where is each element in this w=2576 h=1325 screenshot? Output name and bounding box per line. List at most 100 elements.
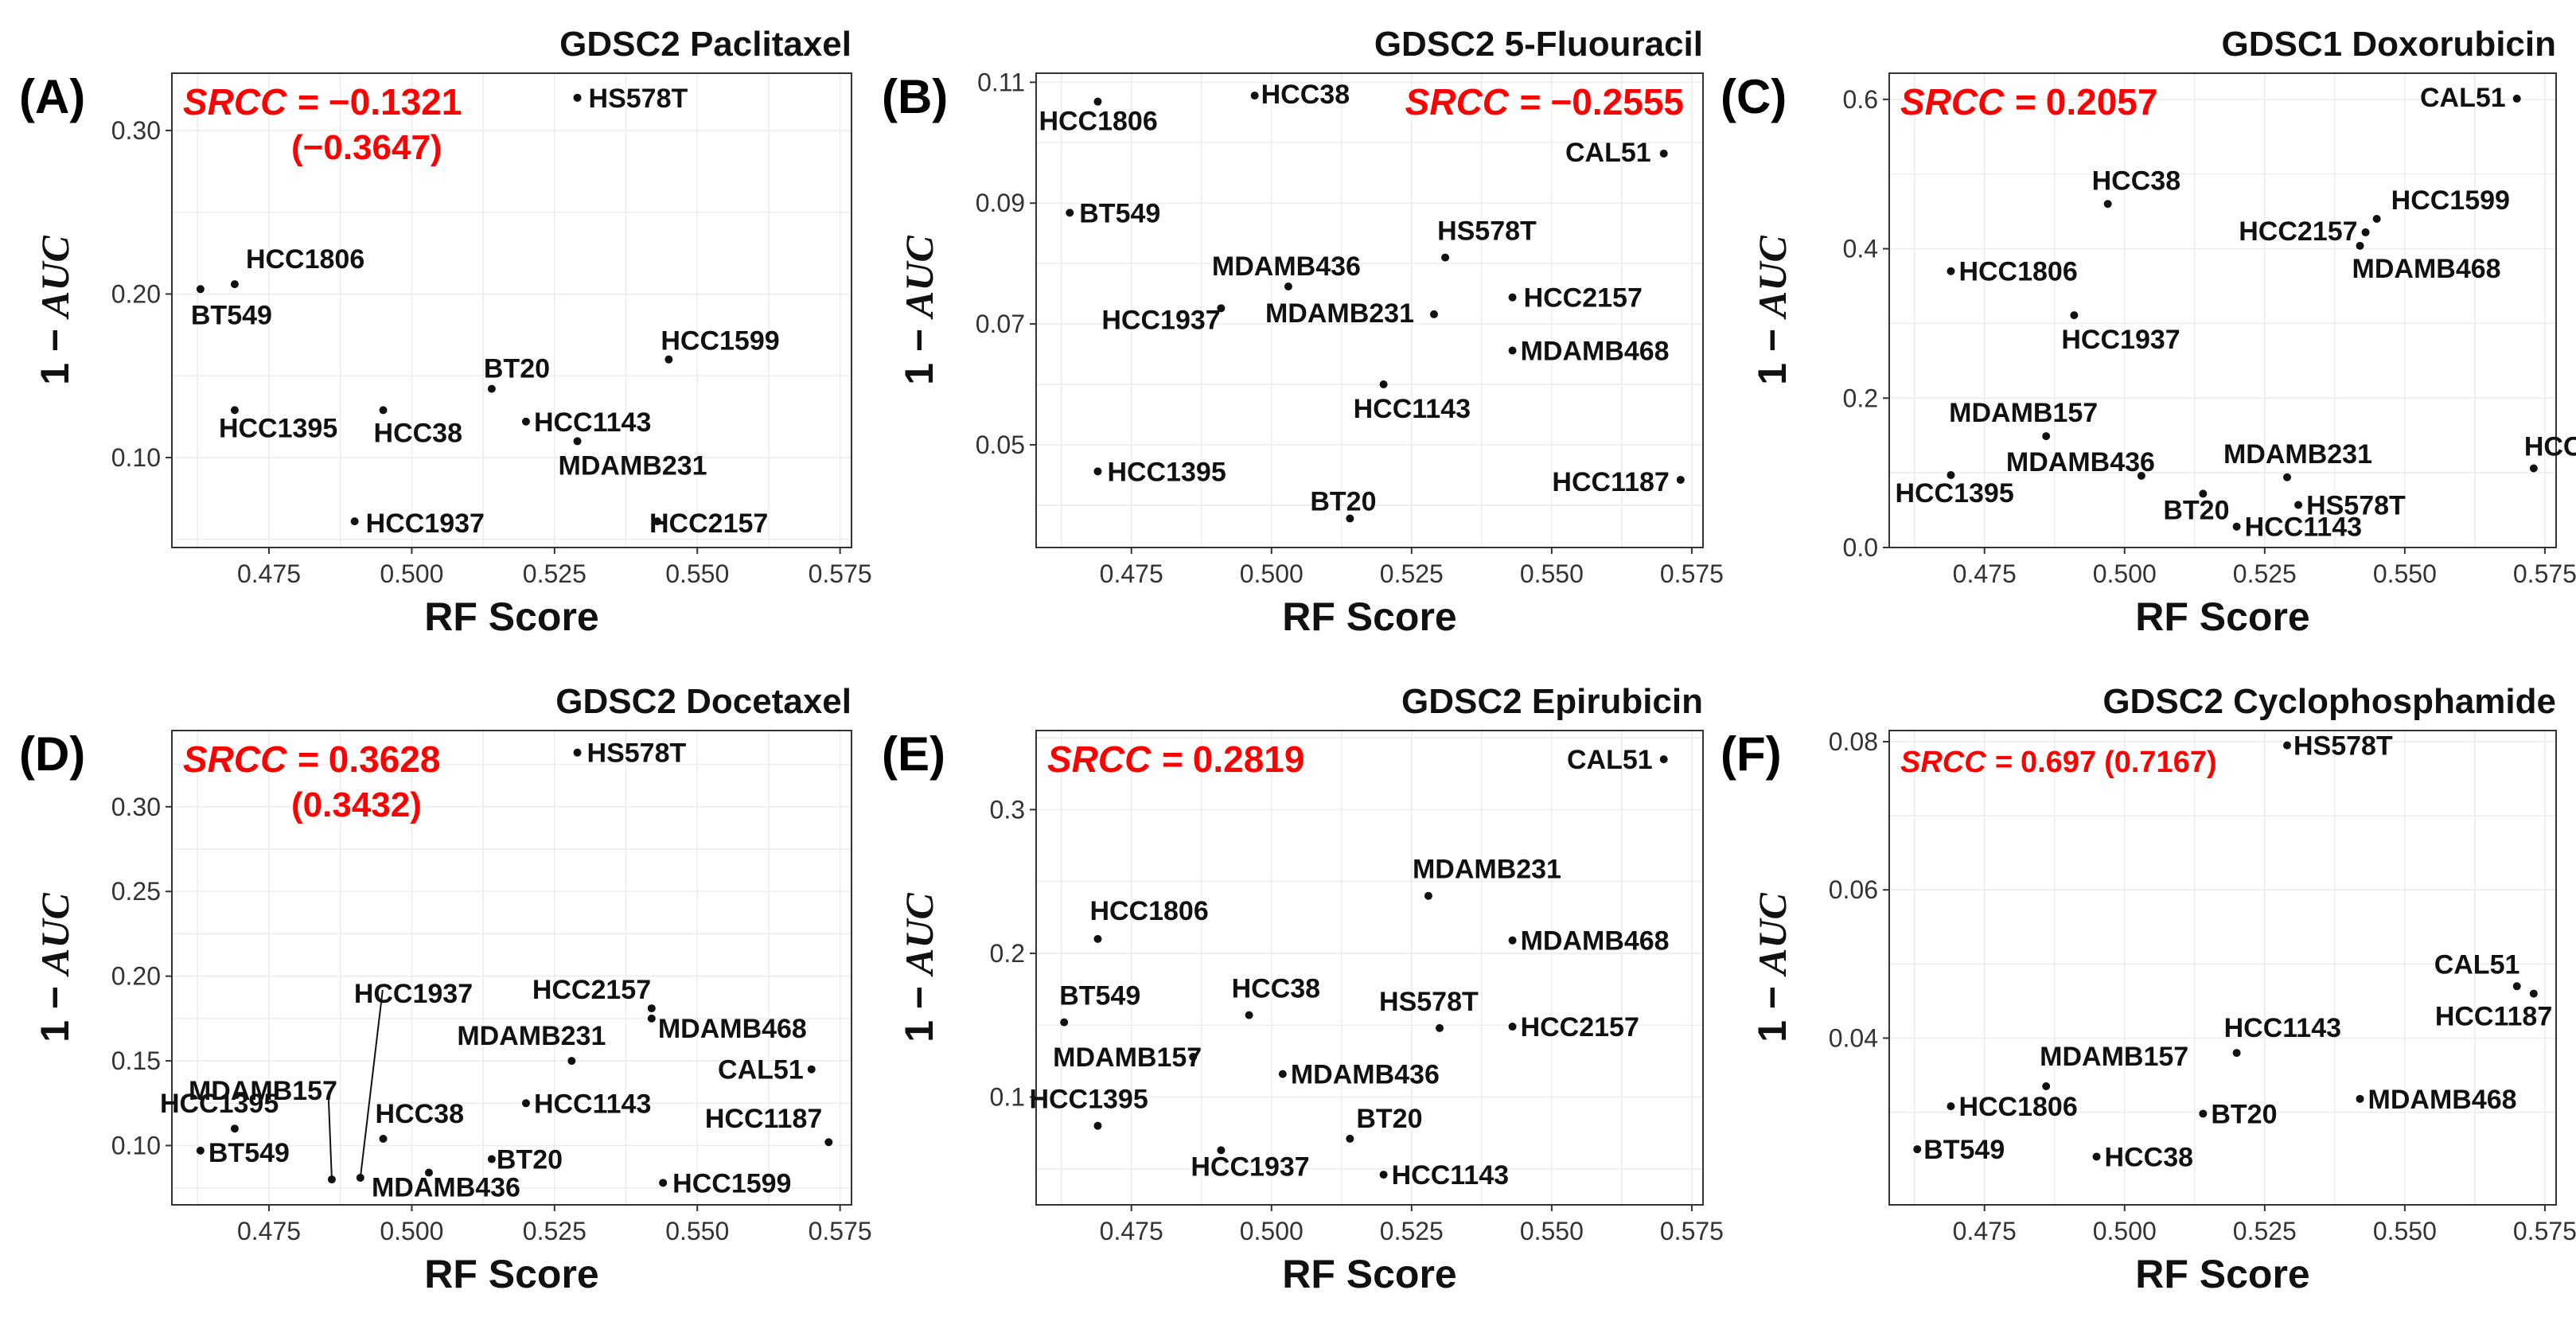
data-point: [824, 1138, 833, 1147]
point-label: BT549: [1059, 981, 1140, 1011]
data-point: [2232, 522, 2241, 531]
point-label: MDAMB436: [1291, 1060, 1440, 1090]
point-label: HCC2157: [1521, 1012, 1639, 1042]
y-axis-label-var: AUC: [897, 893, 941, 977]
y-tick-label: 0.6: [1843, 85, 1878, 114]
y-axis-label-var: AUC: [33, 236, 77, 320]
data-point: [2199, 489, 2208, 498]
srcc-annotation: SRCC = 0.2819: [1047, 738, 1304, 780]
data-point: [647, 1004, 656, 1013]
data-point: [1659, 755, 1668, 764]
data-point: [2282, 473, 2291, 481]
data-point: [2092, 1152, 2101, 1161]
data-point: [807, 1065, 816, 1074]
plot-background: [172, 731, 852, 1205]
x-tick-label: 0.475: [237, 559, 301, 588]
point-label: HCC1143: [1392, 1160, 1509, 1191]
data-point: [230, 280, 239, 289]
y-tick-label: 0.07: [976, 310, 1025, 338]
panel-letter: (D): [19, 727, 85, 781]
y-tick-label: 0.10: [111, 1132, 161, 1160]
y-tick-label: 0.08: [1829, 727, 1878, 756]
point-label: HCC1599: [661, 326, 779, 357]
data-point: [1947, 267, 1955, 275]
x-tick-label: 0.475: [1953, 1217, 2017, 1245]
point-label: HCC1395: [1107, 457, 1226, 487]
point-label: MDAMB231: [1265, 298, 1414, 329]
data-point: [379, 406, 388, 415]
data-point: [1379, 380, 1388, 389]
point-label: HCC1143: [1354, 394, 1471, 424]
data-point: [1441, 253, 1450, 262]
srcc-label: SRCC =: [1405, 81, 1551, 123]
point-label: HCC1143: [2224, 1013, 2341, 1043]
y-tick-label: 0.09: [976, 189, 1025, 217]
data-point: [573, 437, 582, 446]
point-label: MDAMB468: [658, 1014, 807, 1044]
data-point: [2356, 1094, 2364, 1103]
x-tick-label: 0.475: [1953, 559, 2017, 588]
point-label: HCC1187: [2435, 1002, 2552, 1032]
data-point: [1217, 1146, 1226, 1155]
point-label: HCC2157: [649, 509, 768, 539]
point-label: BT549: [1079, 198, 1160, 228]
y-tick-label: 0.20: [111, 279, 161, 308]
point-label: HCC1937: [366, 509, 485, 539]
point-label: BT20: [2163, 495, 2229, 525]
y-tick-label: 0.1: [990, 1083, 1025, 1112]
x-tick-label: 0.500: [1240, 559, 1304, 588]
srcc-label: SRCC =: [1900, 746, 2021, 779]
y-tick-label: 0.15: [111, 1046, 161, 1075]
point-label: HS578T: [2306, 491, 2406, 521]
point-label: HCC1143: [2245, 512, 2362, 543]
panel-letter: (C): [1721, 70, 1787, 123]
x-tick-label: 0.500: [2093, 559, 2157, 588]
data-point: [1379, 1171, 1388, 1179]
srcc-annotation: SRCC = 0.2057: [1900, 81, 2157, 123]
data-point: [1093, 97, 1102, 106]
point-label: HCC1937: [1101, 305, 1220, 335]
data-point: [2529, 989, 2538, 998]
srcc-value: 0.3628: [329, 738, 441, 780]
data-point: [350, 517, 359, 526]
point-label: HCC1937: [354, 979, 473, 1009]
chart-panel: 0.475 0.500 0.525 0.550 0.575 0.04 0.06 0.08 RF …: [1721, 682, 2576, 1296]
srcc-annotation: SRCC = −0.2555: [1405, 81, 1684, 123]
data-point: [1346, 1134, 1354, 1143]
data-point: [521, 417, 530, 426]
point-label: BT20: [497, 1145, 563, 1175]
chart-title: GDSC2 5-Fluouracil: [1374, 25, 1703, 64]
y-axis-label-prefix: 1 −: [1750, 318, 1795, 385]
data-point: [1284, 283, 1292, 291]
data-point: [2356, 241, 2364, 250]
point-label: CAL51: [1565, 138, 1651, 168]
panel-letter: (E): [882, 727, 945, 781]
y-axis-label-prefix: 1 −: [33, 975, 77, 1042]
point-label: BT20: [2211, 1099, 2277, 1129]
x-tick-label: 0.550: [2373, 1217, 2437, 1245]
x-tick-label: 0.500: [380, 1217, 443, 1245]
srcc-value: −0.2555: [1550, 81, 1684, 123]
data-point: [2361, 228, 2370, 236]
chart-title: GDSC2 Docetaxel: [555, 682, 852, 721]
data-point: [2282, 741, 2291, 750]
data-point: [2232, 1049, 2241, 1058]
data-point: [573, 748, 582, 757]
y-tick-label: 0.11: [977, 68, 1025, 96]
y-axis-label-var: AUC: [33, 893, 77, 977]
point-label: CAL51: [718, 1055, 804, 1085]
data-point: [1060, 1018, 1069, 1027]
y-tick-label: 0.2: [990, 939, 1025, 968]
x-tick-label: 0.575: [809, 1217, 872, 1245]
srcc-paren: (0.7167): [2104, 746, 2217, 779]
point-label: HCC38: [1232, 974, 1320, 1004]
chart-panel: 0.475 0.500 0.525 0.550 0.575 0.1 0.2 0.3 RF Sco…: [882, 682, 1724, 1296]
data-point: [1436, 1023, 1444, 1032]
data-point: [230, 406, 239, 415]
x-tick-label: 0.550: [1520, 559, 1584, 588]
data-point: [230, 1124, 239, 1133]
data-point: [1508, 293, 1517, 302]
data-point: [1346, 514, 1354, 523]
